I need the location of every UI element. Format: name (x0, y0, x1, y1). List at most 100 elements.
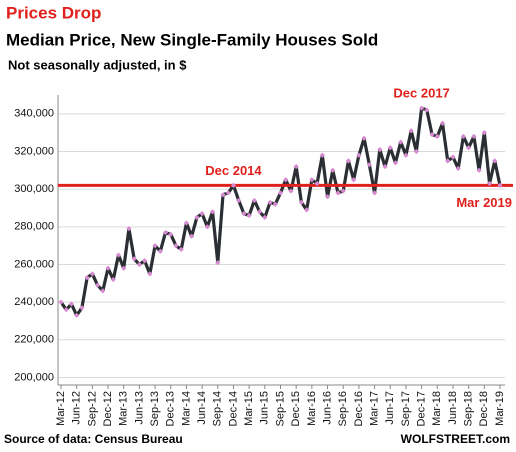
x-tick-label: Dec-15 (290, 391, 302, 426)
marker (100, 288, 106, 294)
marker (152, 243, 158, 249)
marker (63, 307, 69, 313)
marker (283, 177, 289, 183)
marker (131, 256, 137, 262)
marker (262, 214, 268, 221)
marker (471, 133, 477, 140)
x-tick-label: Dec-12 (102, 391, 114, 426)
marker (277, 190, 284, 196)
marker (162, 229, 169, 236)
marker (298, 199, 305, 205)
marker (136, 261, 142, 268)
marker (330, 167, 336, 173)
marker (168, 231, 174, 237)
marker (481, 130, 487, 136)
x-tick-label: Sep-14 (212, 391, 224, 426)
marker (382, 163, 388, 170)
marker (105, 265, 111, 271)
marker (460, 133, 467, 140)
x-tick-label: Dec-18 (478, 391, 490, 426)
x-tick-label: Mar-17 (368, 391, 380, 426)
marker (215, 259, 221, 266)
marker (147, 271, 153, 277)
y-tick-label: 280,000 (14, 221, 54, 233)
chart-subtitle: Median Price, New Single-Family Houses S… (6, 30, 378, 49)
marker (356, 152, 362, 158)
marker (335, 190, 341, 196)
marker (450, 154, 456, 160)
annotation: Dec 2017 (393, 86, 449, 101)
marker (351, 177, 357, 183)
marker (288, 188, 294, 194)
x-tick-label: Jun-16 (321, 391, 333, 425)
annotation: Dec 2014 (205, 163, 262, 178)
marker (173, 243, 179, 249)
x-tick-label: Sep-15 (274, 391, 286, 426)
marker (439, 120, 446, 126)
marker (309, 177, 315, 183)
marker (241, 211, 247, 217)
x-tick-label: Jun-17 (384, 391, 396, 425)
line (59, 106, 502, 317)
x-tick-label: Jun-14 (196, 391, 208, 425)
marker (392, 160, 399, 166)
x-tick-label: Sep-18 (463, 391, 475, 426)
y-tick-label: 260,000 (14, 258, 54, 270)
marker (497, 182, 503, 188)
chart-title: Prices Drop (6, 3, 101, 22)
x-tick-label: Dec-14 (227, 391, 239, 426)
y-tick-label: 320,000 (14, 145, 54, 157)
x-tick-label: Sep-17 (400, 391, 412, 426)
x-tick-label: Jun-15 (259, 391, 271, 425)
marker (434, 133, 440, 140)
marker (157, 248, 163, 254)
x-tick-label: Dec-16 (353, 391, 365, 426)
marker (314, 180, 320, 187)
marker (89, 271, 95, 277)
marker (209, 209, 216, 215)
marker (319, 152, 325, 158)
x-tick-label: Jun-18 (447, 391, 459, 425)
marker (345, 158, 352, 164)
marker (419, 105, 425, 111)
marker (476, 167, 482, 173)
x-tick-label: Mar-18 (431, 391, 443, 426)
marker (94, 282, 101, 288)
x-tick-label: Sep-16 (337, 391, 349, 426)
y-tick-label: 200,000 (14, 371, 54, 383)
marker (413, 148, 419, 155)
marker (387, 145, 393, 151)
marker (178, 246, 184, 253)
y-tick-label: 340,000 (14, 108, 54, 120)
marker (455, 165, 461, 172)
chart-note: Not seasonally adjusted, in $ (8, 57, 187, 72)
x-tick-label: Sep-12 (86, 391, 98, 426)
marker (194, 214, 200, 221)
credit: WOLFSTREET.com (401, 432, 510, 446)
marker (126, 226, 132, 232)
x-tick-label: Mar-16 (306, 391, 318, 426)
x-tick-label: Mar-19 (494, 391, 506, 426)
annotation: Mar 2019 (456, 195, 512, 210)
marker (267, 199, 273, 205)
marker (220, 192, 226, 198)
marker (183, 220, 190, 226)
marker (429, 131, 435, 138)
marker (424, 107, 430, 113)
x-tick-label: Sep-13 (149, 391, 161, 426)
marker (272, 201, 278, 207)
marker (340, 188, 346, 194)
x-tick-label: Dec-13 (165, 391, 177, 426)
marker (293, 163, 299, 170)
marker (79, 305, 85, 311)
marker (110, 276, 116, 283)
marker (304, 207, 310, 213)
marker (366, 162, 372, 168)
x-tick-label: Mar-14 (180, 391, 192, 426)
marker (466, 145, 472, 151)
marker (445, 158, 451, 164)
marker (142, 258, 148, 264)
x-tick-label: Jun-12 (71, 391, 83, 425)
marker (256, 209, 263, 215)
marker (199, 211, 205, 217)
